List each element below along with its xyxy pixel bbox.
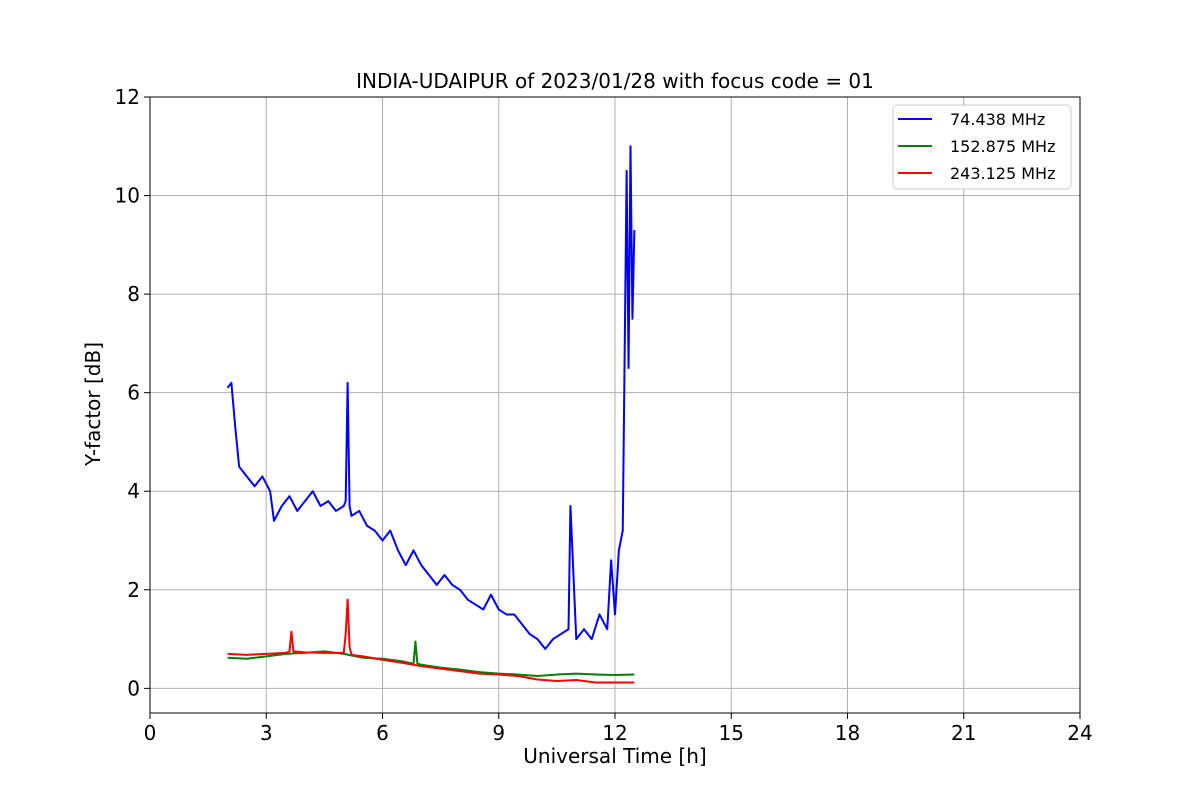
x-tick-label: 12: [602, 721, 627, 745]
y-axis-label: Y-factor [dB]: [81, 342, 105, 467]
grid: [149, 96, 1081, 713]
y-tick-label: 12: [115, 85, 140, 109]
series-line-1: [227, 640, 635, 678]
legend-label-2: 243.125 MHz: [950, 164, 1055, 183]
series-line-0: [226, 145, 636, 650]
x-tick-label: 18: [835, 721, 860, 745]
y-tick-label: 6: [127, 381, 140, 405]
y-tick-label: 10: [115, 184, 140, 208]
x-tick-label: 15: [719, 721, 744, 745]
legend-box: [892, 104, 1072, 190]
x-tick-label: 6: [376, 721, 389, 745]
y-tick-label: 8: [127, 282, 140, 306]
x-tick-label: 9: [492, 721, 505, 745]
legend-label-1: 152.875 MHz: [950, 137, 1055, 156]
plot-series: [226, 145, 636, 684]
x-axis-label: Universal Time [h]: [523, 744, 706, 768]
x-tick-label: 24: [1067, 721, 1092, 745]
y-tick-label: 0: [127, 676, 140, 700]
x-tick-label: 3: [260, 721, 273, 745]
x-tick-label: 0: [144, 721, 157, 745]
y-tick-label: 2: [127, 578, 140, 602]
legend: 74.438 MHz 152.875 MHz 243.125 MHz: [892, 104, 1072, 190]
legend-label-0: 74.438 MHz: [950, 110, 1045, 129]
y-tick-label: 4: [127, 479, 140, 503]
series-line-2: [227, 598, 635, 684]
chart-title: INDIA-UDAIPUR of 2023/01/28 with focus c…: [356, 69, 874, 93]
x-tick-label: 21: [951, 721, 976, 745]
